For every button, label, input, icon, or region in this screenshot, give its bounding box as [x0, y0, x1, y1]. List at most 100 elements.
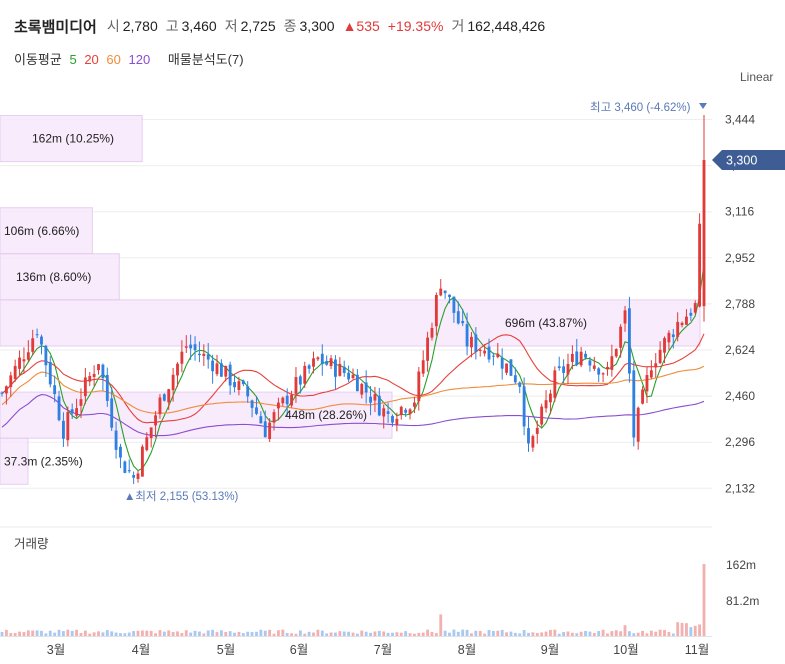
candle-body [412, 402, 416, 407]
candle-body [338, 363, 342, 376]
volume-bar [474, 630, 478, 636]
candle-body [281, 397, 285, 404]
volume-bar [312, 632, 315, 636]
volume-bar [303, 633, 307, 636]
volume-bar [198, 631, 201, 636]
volume-bar [443, 630, 447, 636]
volume-tick-label: 162m [726, 558, 756, 572]
volume-bar [79, 633, 83, 636]
candle-body [303, 365, 307, 384]
volume-bar [698, 624, 702, 636]
candle-body [145, 437, 149, 451]
candle-body [395, 418, 399, 425]
candle-body [268, 422, 272, 440]
candle-body [434, 295, 438, 327]
scale-label: Linear [740, 70, 773, 84]
volume-profile-label: 37.3m (2.35%) [4, 454, 83, 468]
candle-body [592, 365, 596, 369]
candle-body [334, 359, 337, 377]
volume-bar [325, 633, 329, 636]
ma-60[interactable]: 60 [106, 52, 121, 67]
volume-bar [184, 630, 188, 636]
volume-bar [531, 632, 535, 636]
candle-body [101, 364, 105, 379]
volume-profile-label: 162m (10.25%) [32, 132, 114, 146]
candle-body [347, 372, 351, 380]
volume-bar [83, 630, 87, 636]
current-price-label: 3,300 [726, 153, 757, 167]
candle-body [171, 374, 175, 391]
volume-bar [627, 631, 631, 636]
volume-profile-label[interactable]: 매물분석도(7) [167, 52, 244, 67]
y-tick-label: 2,132 [725, 481, 755, 495]
x-tick-label: 7월 [374, 643, 392, 657]
volume-bar [88, 633, 92, 636]
candle-body [496, 353, 500, 358]
candle-body [641, 389, 645, 404]
stock-name: 초록뱀미디어 [14, 18, 97, 36]
candle-body [456, 311, 460, 324]
candle-body [237, 381, 241, 390]
low-value: 2,725 [240, 18, 276, 34]
volume-bar [241, 633, 245, 636]
candle-body [610, 356, 614, 370]
volume-bar [649, 630, 653, 636]
volume-bar [298, 630, 302, 636]
candle-body [48, 362, 52, 385]
volume-bar [364, 631, 368, 636]
volume-bar [167, 630, 171, 636]
x-tick-label: 8월 [458, 643, 476, 657]
moving-average-label[interactable]: 이동평균 [14, 52, 62, 67]
volume-profile-box [0, 391, 393, 439]
candle-body [531, 436, 535, 448]
candle-body [110, 398, 114, 428]
volume-bar [456, 631, 460, 636]
volume-bar [404, 631, 408, 636]
current-price-tag [712, 149, 785, 170]
x-tick-label: 3월 [47, 643, 65, 657]
candle-body [570, 353, 574, 362]
volume-value: 162,448,426 [467, 18, 546, 34]
volume-bar [329, 632, 333, 636]
candle-body [241, 380, 245, 385]
volume-bar [360, 630, 364, 636]
high-value: 3,460 [181, 18, 217, 34]
candle-body [360, 383, 364, 395]
volume-bar [140, 630, 144, 636]
ma-20[interactable]: 20 [84, 52, 99, 67]
candle-body [588, 360, 592, 366]
candle-body [276, 402, 280, 409]
candle-body [417, 371, 421, 402]
volume-bar [171, 632, 175, 636]
volume-bar [13, 633, 17, 636]
volume-bar [285, 633, 289, 636]
candle-body [448, 294, 451, 298]
volume-profile-box [0, 253, 120, 301]
candle-body [132, 475, 136, 478]
volume-bar [110, 631, 114, 636]
candle-body [562, 366, 566, 373]
volume-bar [176, 631, 179, 636]
change-up-icon: ▲ [342, 18, 357, 34]
ma-5[interactable]: 5 [69, 52, 77, 67]
close-value: 3,300 [299, 18, 335, 34]
candle-body [702, 159, 706, 307]
ma-120[interactable]: 120 [128, 52, 151, 67]
volume-bar [601, 629, 605, 636]
volume-bar [4, 629, 8, 636]
candle-body [566, 363, 570, 375]
volume-bar [470, 633, 473, 636]
volume-bar [281, 629, 285, 636]
candle-body [57, 396, 61, 421]
volume-bar [57, 629, 61, 636]
volume-bar [48, 630, 52, 636]
volume-bar [671, 633, 675, 636]
volume-bar [44, 633, 48, 636]
candle-body [307, 365, 311, 369]
x-tick-label: 11월 [685, 643, 709, 657]
candle-body [219, 363, 223, 377]
volume-bar [513, 632, 517, 636]
volume-profile-label: 696m (43.87%) [505, 316, 587, 330]
volume-bar [557, 633, 561, 636]
